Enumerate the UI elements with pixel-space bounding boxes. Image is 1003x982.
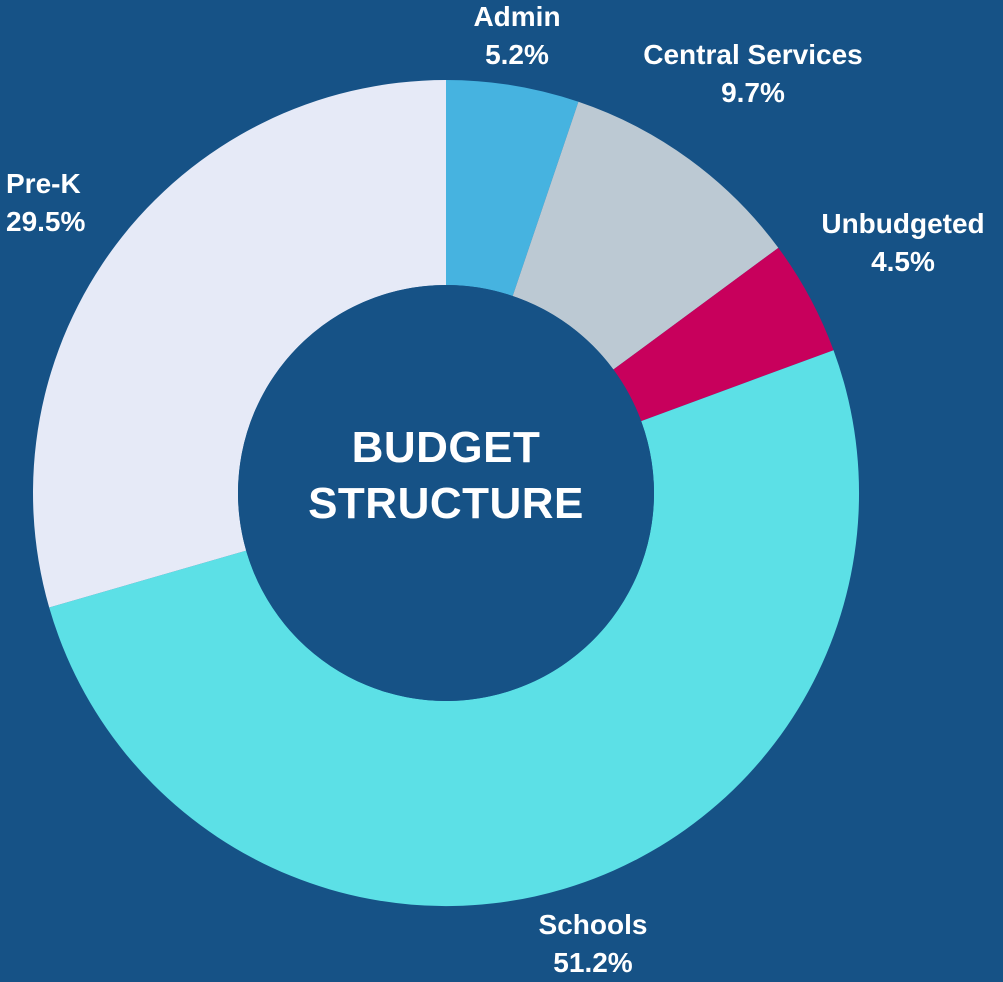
chart-title-line-1: BUDGET: [351, 423, 541, 472]
slice-label-pre-k-name: Pre-K: [6, 168, 81, 199]
slice-label-admin-name: Admin: [473, 1, 561, 32]
donut-slice-admin: [446, 80, 579, 296]
slice-label-pre-k: Pre-K 29.5%: [6, 165, 85, 241]
slice-label-central-services: Central Services 9.7%: [612, 36, 894, 112]
slice-label-central-services-value: 9.7%: [721, 77, 785, 108]
slice-label-admin-value: 5.2%: [485, 39, 549, 70]
donut-slice-schools: [49, 350, 860, 907]
slice-label-unbudgeted-name: Unbudgeted: [821, 208, 985, 239]
slice-label-unbudgeted: Unbudgeted 4.5%: [808, 205, 998, 281]
slice-label-schools: Schools 51.2%: [508, 906, 678, 982]
donut-slice-central-services: [512, 101, 779, 370]
donut-slice-unbudgeted: [613, 247, 834, 422]
donut-slice-pre-k: [33, 80, 446, 608]
slice-label-central-services-name: Central Services: [643, 39, 863, 70]
slice-label-unbudgeted-value: 4.5%: [871, 246, 935, 277]
slice-label-schools-value: 51.2%: [553, 947, 633, 978]
slice-label-admin: Admin 5.2%: [462, 0, 572, 74]
slice-label-schools-name: Schools: [538, 909, 648, 940]
donut-hole: [238, 285, 654, 701]
chart-title: BUDGET STRUCTURE: [246, 420, 646, 532]
slice-label-pre-k-value: 29.5%: [6, 206, 86, 237]
chart-title-line-2: STRUCTURE: [308, 479, 584, 528]
